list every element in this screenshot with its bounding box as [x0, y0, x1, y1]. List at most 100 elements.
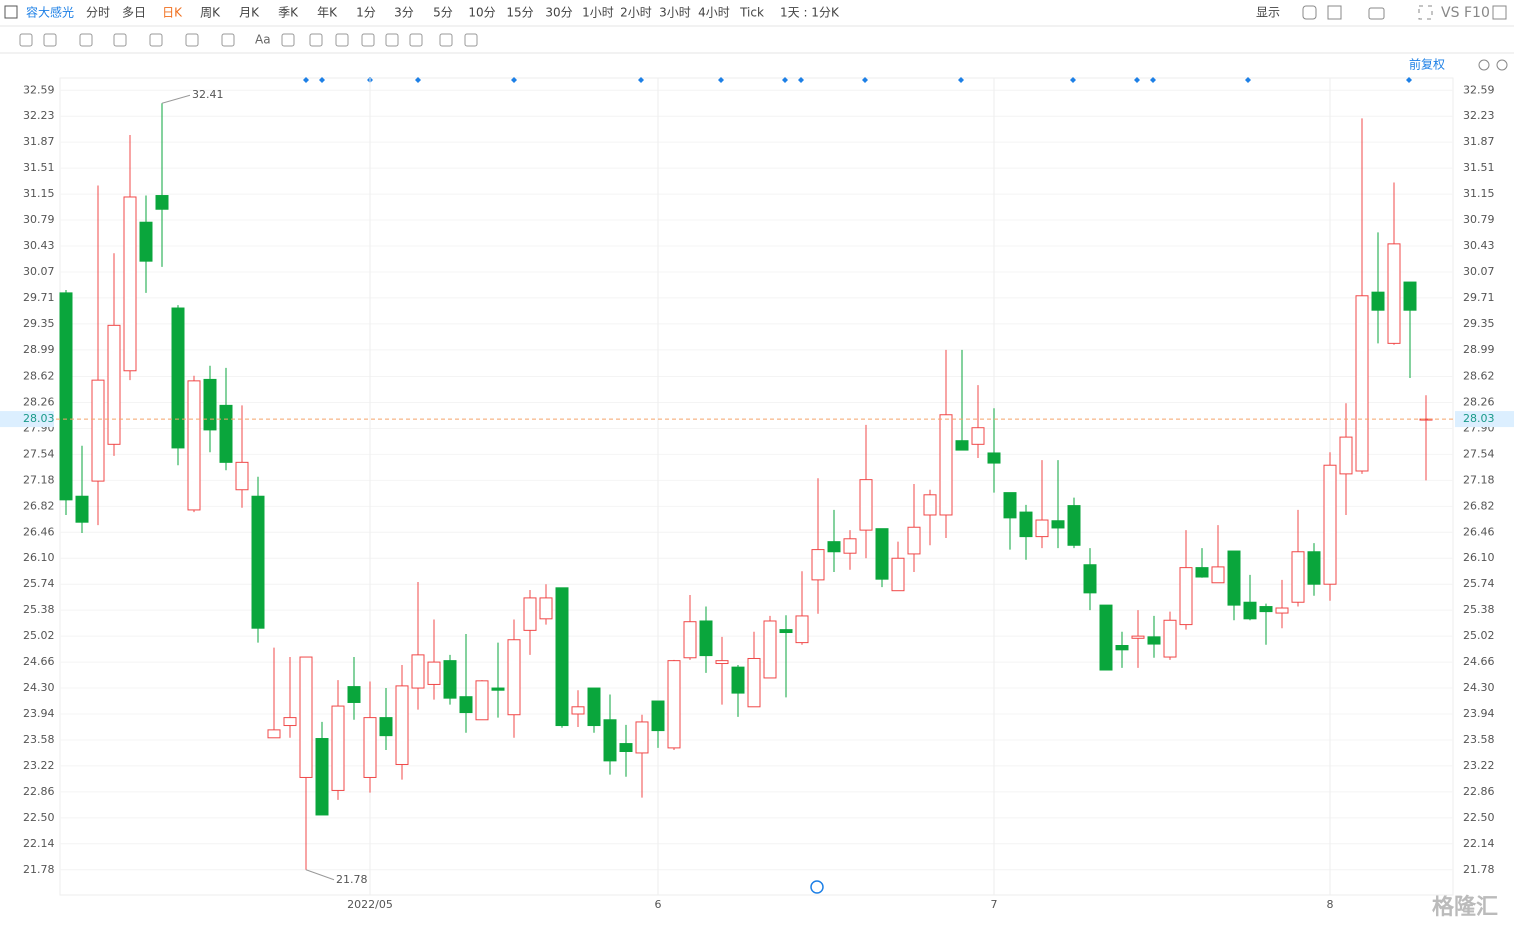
drawing-tool[interactable] — [149, 33, 163, 47]
f10-button[interactable]: F10 — [1464, 5, 1490, 21]
candle-body — [1019, 511, 1033, 538]
candle-body — [299, 656, 313, 778]
candle-body — [315, 738, 329, 816]
drawing-tool[interactable] — [79, 33, 93, 47]
event-marker[interactable] — [511, 77, 517, 83]
period-tab[interactable]: 4小时 — [698, 6, 730, 20]
period-tab[interactable]: 15分 — [506, 6, 533, 20]
event-marker[interactable] — [1245, 77, 1251, 83]
drawing-tool[interactable] — [335, 33, 349, 47]
event-icon[interactable] — [810, 880, 824, 894]
camera-icon[interactable] — [1368, 7, 1385, 20]
period-tab[interactable]: 年K — [317, 6, 338, 20]
y-tick-label-right: 29.71 — [1463, 291, 1495, 304]
period-tab[interactable]: 多日 — [122, 6, 146, 20]
candle-body — [827, 541, 841, 553]
period-tab[interactable]: 10分 — [468, 6, 495, 20]
event-marker[interactable] — [1150, 77, 1156, 83]
y-tick-label: 22.50 — [23, 811, 55, 824]
y-tick-label-right: 28.99 — [1463, 343, 1495, 356]
event-marker[interactable] — [718, 77, 724, 83]
drawing-tool[interactable] — [43, 33, 57, 47]
event-marker[interactable] — [958, 77, 964, 83]
event-marker[interactable] — [303, 77, 309, 83]
zoom-in[interactable] — [1496, 59, 1508, 71]
max-label: 32.41 — [192, 88, 224, 101]
y-tick-label-right: 21.78 — [1463, 863, 1495, 876]
drawing-tool[interactable] — [281, 33, 295, 47]
period-tab[interactable]: Tick — [739, 6, 764, 20]
y-tick-label: 26.46 — [23, 525, 55, 538]
y-tick-label-right: 25.74 — [1463, 577, 1495, 590]
display-menu[interactable]: 显示 — [1256, 6, 1280, 20]
period-tab[interactable]: 5分 — [433, 6, 453, 20]
drawing-tool[interactable] — [19, 33, 33, 47]
drawing-tool[interactable] — [309, 33, 323, 47]
event-marker[interactable] — [415, 77, 421, 83]
period-tab[interactable]: 周K — [200, 6, 221, 20]
candle-body — [1035, 519, 1049, 538]
candle-body — [1387, 243, 1401, 344]
drawing-tool[interactable] — [361, 33, 375, 47]
fullscreen-icon[interactable] — [1418, 5, 1433, 20]
drawing-tool[interactable] — [409, 33, 423, 47]
candle-body — [1195, 567, 1209, 578]
drawing-tool[interactable] — [113, 33, 127, 47]
period-tab[interactable]: 月K — [239, 6, 260, 20]
candle-body — [1371, 291, 1385, 311]
event-marker[interactable] — [862, 77, 868, 83]
candle-body — [1003, 492, 1017, 519]
period-tab[interactable]: 30分 — [545, 6, 572, 20]
period-tab[interactable]: 3小时 — [659, 6, 691, 20]
y-tick-label: 28.26 — [23, 395, 55, 408]
adjust-mode[interactable]: 前复权 — [1409, 57, 1445, 72]
panel-icon[interactable] — [4, 5, 18, 19]
event-marker[interactable] — [1070, 77, 1076, 83]
shape-icon[interactable] — [1327, 5, 1342, 20]
y-tick-label-right: 31.87 — [1463, 135, 1495, 148]
y-tick-label-right: 23.58 — [1463, 733, 1495, 746]
drawing-tool[interactable] — [185, 33, 199, 47]
candle-body — [635, 721, 649, 754]
period-tab[interactable]: 2小时 — [620, 6, 652, 20]
y-tick-label-right: 23.94 — [1463, 707, 1495, 720]
drawing-tool[interactable] — [439, 33, 453, 47]
text-tool[interactable]: Aa — [255, 33, 271, 47]
y-tick-label-right: 22.14 — [1463, 837, 1495, 850]
side-panel-icon[interactable] — [1492, 5, 1507, 20]
candle-body — [747, 657, 761, 708]
y-tick-label: 28.99 — [23, 343, 55, 356]
candle-body — [347, 686, 361, 703]
candle-body — [1275, 607, 1289, 614]
drawing-tool[interactable] — [221, 33, 235, 47]
event-marker[interactable] — [782, 77, 788, 83]
period-tab[interactable]: 1小时 — [582, 6, 614, 20]
stock-name[interactable]: 容大感光 — [26, 5, 74, 20]
candle-body — [155, 195, 169, 210]
period-tab[interactable]: 分时 — [86, 6, 110, 20]
y-tick-label: 24.66 — [23, 655, 55, 668]
candle-body — [1339, 436, 1353, 475]
period-tab[interactable]: 日K — [162, 6, 183, 20]
period-tab[interactable]: 1分 — [356, 6, 376, 20]
event-marker[interactable] — [638, 77, 644, 83]
vs-button[interactable]: VS — [1441, 5, 1460, 21]
candle-body — [1243, 601, 1257, 620]
period-tab[interactable]: 季K — [278, 6, 299, 20]
zoom-out[interactable] — [1478, 59, 1490, 71]
candle-body — [795, 615, 809, 644]
drawing-tool[interactable] — [464, 33, 478, 47]
event-marker[interactable] — [319, 77, 325, 83]
candle-body — [667, 660, 681, 749]
event-marker[interactable] — [1134, 77, 1140, 83]
candle-body — [731, 666, 745, 694]
event-marker[interactable] — [1406, 77, 1412, 83]
period-tab[interactable]: 3分 — [394, 6, 414, 20]
drawing-tool[interactable] — [385, 33, 399, 47]
candle-body — [939, 414, 953, 516]
y-tick-label-right: 23.22 — [1463, 759, 1495, 772]
range-selector[interactable]: 1天 : 1分K — [780, 6, 840, 20]
last-price-label: 28.03 — [23, 412, 55, 425]
event-marker[interactable] — [798, 77, 804, 83]
settings-icon[interactable] — [1302, 5, 1317, 20]
